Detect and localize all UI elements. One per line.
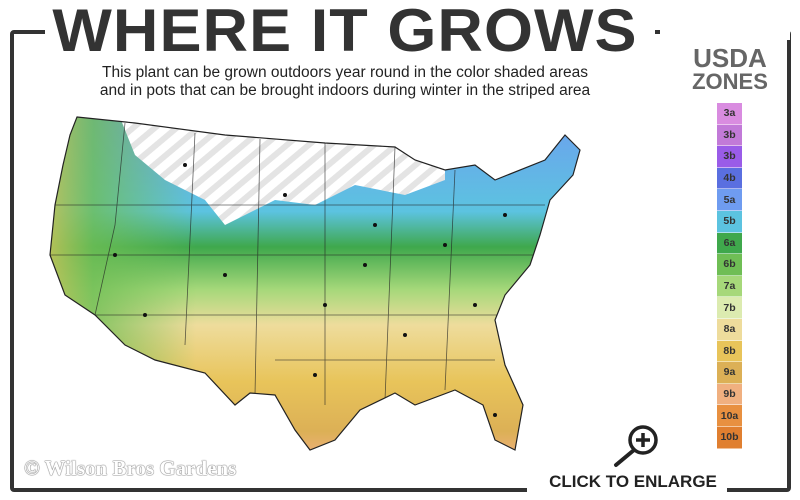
state-borders	[50, 122, 545, 405]
legend-zone-8b: 8b	[717, 340, 742, 363]
legend-zone-5a: 5a	[717, 189, 742, 211]
legend-zone-3b: 3b	[717, 146, 742, 168]
watermark: © Wilson Bros Gardens	[24, 456, 237, 480]
legend-title: USDA ZONES	[675, 43, 785, 94]
subtitle-line-1: This plant can be grown outdoors year ro…	[102, 64, 588, 81]
magnifier-plus-icon[interactable]	[610, 422, 665, 470]
legend-zone-4b: 4b	[717, 167, 742, 190]
legend-title-line-2: ZONES	[692, 69, 768, 94]
legend-zone-7a: 7a	[717, 275, 742, 298]
us-hardiness-zone-map[interactable]	[25, 105, 595, 460]
click-to-enlarge-button[interactable]: CLICK TO ENLARGE	[549, 472, 717, 491]
legend-zone-9a: 9a	[717, 362, 742, 384]
zone-fill	[50, 117, 580, 450]
subtitle: This plant can be grown outdoors year ro…	[40, 64, 650, 100]
legend-title-line-1: USDA	[693, 43, 767, 73]
page-title: WHERE IT GROWS	[52, 0, 638, 64]
zone-legend: 3a 3b 3b 4b 5a 5b 6a 6b 7a 7b 8a 8b 9a 9b 10a 10b	[717, 103, 742, 449]
legend-zone-7b: 7b	[717, 297, 742, 319]
legend-zone-8a: 8a	[717, 318, 742, 341]
city-dots	[113, 163, 507, 417]
legend-zone-10b: 10b	[717, 426, 742, 449]
frame-gap-enlarge	[527, 476, 727, 496]
legend-zone-3a: 3a	[717, 103, 742, 125]
legend-zone-9b: 9b	[717, 383, 742, 406]
frame-gap-title	[45, 20, 655, 40]
legend-zone-10a: 10a	[717, 405, 742, 427]
frame-gap-legend	[660, 20, 790, 40]
legend-zone-6b: 6b	[717, 254, 742, 276]
legend-zone-3b: 3b	[717, 124, 742, 147]
legend-zone-6a: 6a	[717, 232, 742, 255]
legend-zone-5b: 5b	[717, 210, 742, 233]
subtitle-line-2: and in pots that can be brought indoors …	[99, 82, 591, 99]
